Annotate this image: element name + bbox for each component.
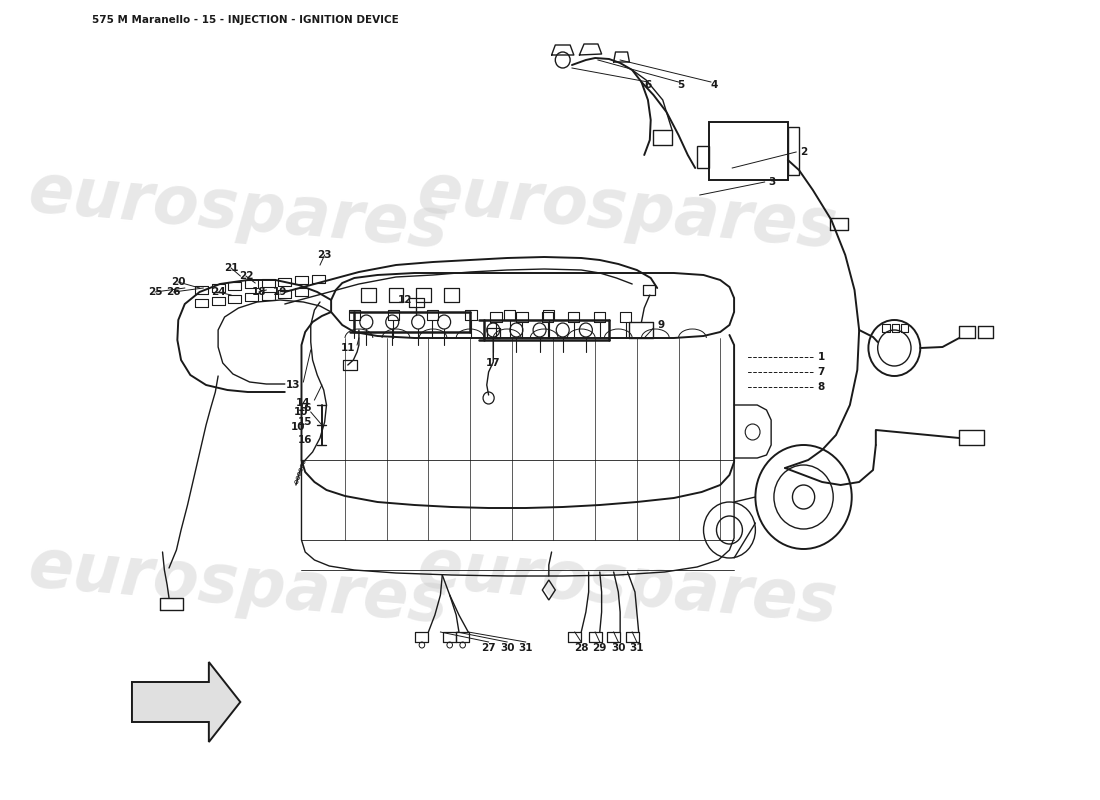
Text: eurospares: eurospares [25, 158, 451, 262]
Text: 7: 7 [817, 367, 825, 377]
Text: 13: 13 [286, 380, 300, 390]
Text: 10: 10 [294, 407, 308, 417]
Text: 10: 10 [290, 422, 305, 432]
Text: 31: 31 [518, 643, 532, 653]
Text: 2: 2 [800, 147, 807, 157]
Text: 31: 31 [629, 643, 645, 653]
Text: 16: 16 [298, 435, 312, 445]
Text: 12: 12 [398, 295, 412, 305]
Text: 15: 15 [298, 417, 312, 427]
Text: 27: 27 [482, 643, 496, 653]
Text: 4: 4 [710, 80, 717, 90]
Text: 9: 9 [657, 320, 664, 330]
Text: 24: 24 [211, 287, 226, 297]
Text: 19: 19 [273, 287, 287, 297]
Text: 25: 25 [147, 287, 163, 297]
Text: 30: 30 [499, 643, 515, 653]
Text: 23: 23 [318, 250, 332, 260]
Text: 18: 18 [252, 287, 266, 297]
Text: 3: 3 [769, 177, 776, 187]
Bar [710, 122, 788, 180]
Text: 5: 5 [676, 80, 684, 90]
Text: 14: 14 [296, 398, 310, 408]
Text: 6: 6 [645, 80, 651, 90]
Text: 16: 16 [298, 403, 312, 413]
Text: 20: 20 [170, 277, 186, 287]
Bar [788, 127, 799, 175]
Text: 26: 26 [166, 287, 180, 297]
Text: eurospares: eurospares [415, 158, 840, 262]
Text: 28: 28 [574, 643, 589, 653]
Text: 29: 29 [593, 643, 607, 653]
Text: 1: 1 [817, 352, 825, 362]
Text: eurospares: eurospares [415, 534, 840, 636]
Text: 22: 22 [239, 271, 253, 281]
Polygon shape [132, 662, 240, 742]
Text: 11: 11 [341, 343, 355, 353]
Bar [697, 146, 710, 168]
Text: eurospares: eurospares [25, 534, 451, 636]
Text: 30: 30 [610, 643, 626, 653]
Text: 575 M Maranello - 15 - INJECTION - IGNITION DEVICE: 575 M Maranello - 15 - INJECTION - IGNIT… [92, 15, 399, 25]
Text: 21: 21 [223, 263, 239, 273]
Text: 8: 8 [817, 382, 825, 392]
Text: 17: 17 [486, 358, 500, 368]
